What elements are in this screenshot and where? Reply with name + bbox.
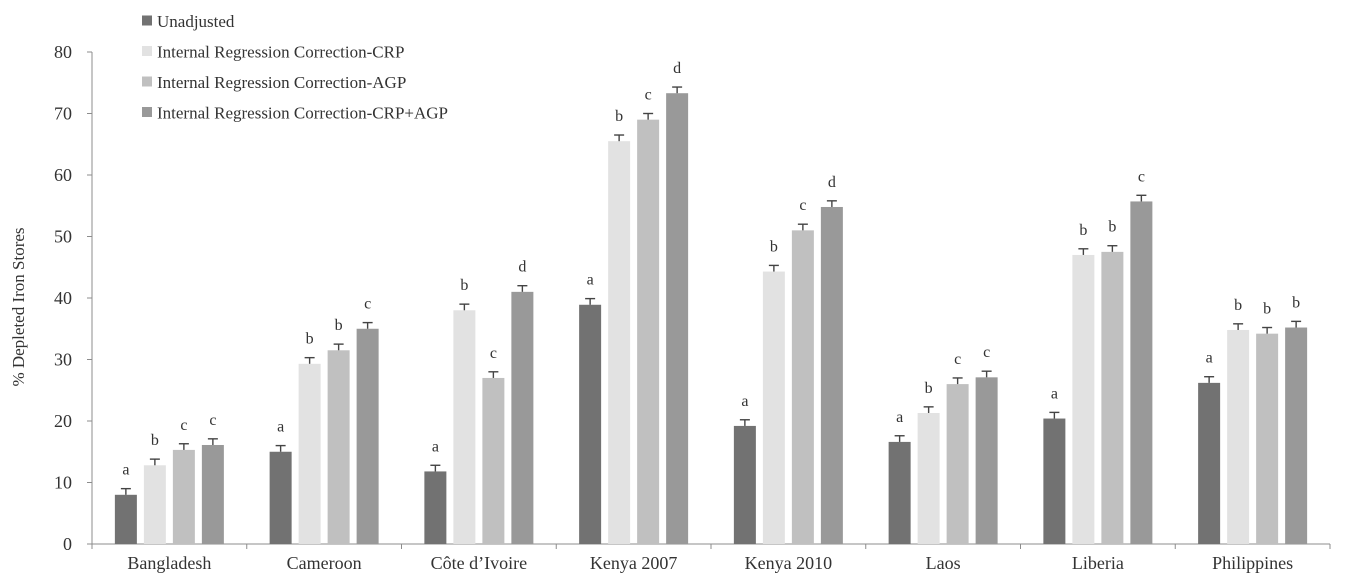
x-category-label: Bangladesh [127,553,211,573]
bar [820,206,843,545]
significance-letter: c [490,345,497,362]
significance-letter: a [896,409,903,426]
x-axis: Bangladesh Cameroon Côte d’Ivoire Kenya 200… [91,543,1331,573]
bar [172,449,195,544]
significance-letter: c [364,296,371,313]
significance-letter: c [799,197,806,214]
y-tick-label: 60 [54,165,72,185]
bar [511,291,534,544]
bar [269,451,292,544]
bar [917,413,940,544]
bar [608,141,631,545]
bar [733,425,756,544]
y-tick-label: 30 [54,350,72,370]
significance-letter: b [925,380,933,397]
legend-swatch [142,46,152,56]
significance-letter: c [180,417,187,434]
bar [946,384,969,544]
bar [1285,327,1308,544]
bar [424,471,447,544]
significance-letter: c [209,412,216,429]
bar [327,350,350,544]
significance-letter: b [460,277,468,294]
bar [762,271,785,544]
x-category-label: Laos [926,553,961,573]
significance-letter: c [1138,168,1145,185]
y-tick-label: 40 [54,288,72,308]
y-tick-label: 0 [63,534,72,554]
significance-letter: b [306,331,314,348]
significance-letter: d [828,174,836,191]
y-axis-title: % Depleted Iron Stores [9,227,28,386]
significance-letter: b [151,432,159,449]
bar [114,494,137,544]
bar [791,230,814,544]
significance-letter: b [1108,219,1116,236]
bar [666,93,689,544]
significance-letter: a [1051,385,1058,402]
significance-letter: a [432,438,439,455]
bar [356,328,379,544]
x-category-label: Liberia [1072,553,1124,573]
bar [482,377,505,544]
significance-letter: a [587,272,594,289]
significance-letter: a [277,419,284,436]
bar [1043,418,1066,544]
significance-letter: b [1263,301,1271,318]
bar [637,119,660,545]
y-tick-label: 70 [54,104,72,124]
significance-letter: d [518,259,526,276]
significance-letter: b [1292,294,1300,311]
y-tick-label: 50 [54,227,72,247]
legend-swatch [142,15,152,26]
legend-swatch [142,107,152,117]
bar [298,363,321,544]
significance-letter: b [1234,297,1242,314]
bars-group: a b c c a b b c a b c d a b c d a b c d a b c c a b b c a b b b [114,60,1308,545]
legend-label: Unadjusted [157,12,235,31]
bar [888,441,911,544]
bar [1072,254,1095,544]
significance-letter: c [983,344,990,361]
legend-swatch [142,76,152,87]
bar [143,465,166,544]
x-category-label: Kenya 2007 [590,553,677,573]
significance-letter: c [645,87,652,104]
bar [1130,201,1153,544]
legend-label: Internal Regression Correction-AGP [157,73,406,92]
significance-letter: a [741,393,748,410]
bar [1101,251,1124,544]
legend-label: Internal Regression Correction-CRP+AGP [157,104,448,123]
x-category-label: Kenya 2010 [745,553,832,573]
x-category-label: Cameroon [287,553,362,573]
legend-label: Internal Regression Correction-CRP [157,43,404,62]
y-tick-label: 10 [54,473,72,493]
bar [201,444,224,544]
significance-letter: c [954,351,961,368]
x-category-label: Côte d’Ivoire [431,553,527,573]
significance-letter: b [335,317,343,334]
bar [1227,329,1250,544]
significance-letter: b [770,238,778,255]
legend: Unadjusted Internal Regression Correction… [142,12,448,123]
significance-letter: d [673,60,681,77]
significance-letter: b [615,108,623,125]
bar [1198,382,1221,544]
bar [453,310,476,544]
bar [975,377,998,544]
significance-letter: a [122,462,129,479]
x-category-label: Philippines [1212,553,1293,573]
y-tick-label: 20 [54,411,72,431]
significance-letter: a [1206,350,1213,367]
y-axis: 0 10 20 30 40 50 60 70 80 [54,42,93,554]
significance-letter: b [1079,222,1087,239]
bar [1256,333,1279,544]
y-tick-label: 80 [54,42,72,62]
bar [579,304,602,544]
